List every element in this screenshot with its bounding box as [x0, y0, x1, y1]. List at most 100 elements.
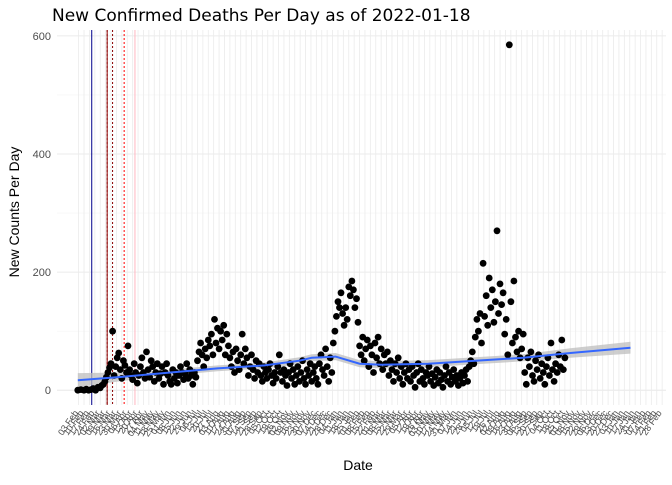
data-point	[495, 310, 502, 317]
data-point	[115, 349, 123, 357]
data-point	[206, 342, 214, 350]
data-point	[442, 363, 450, 370]
data-point	[470, 360, 478, 368]
confidence-band	[77, 341, 631, 388]
data-point	[502, 316, 510, 323]
data-point	[356, 342, 363, 350]
data-point	[504, 351, 512, 359]
data-point	[475, 327, 482, 335]
data-point	[559, 366, 567, 373]
data-point	[116, 366, 124, 373]
data-point	[425, 363, 433, 370]
y-axis-label: New Counts Per Day	[6, 147, 22, 278]
data-point	[240, 360, 248, 368]
data-point	[220, 321, 228, 329]
data-point	[279, 378, 286, 385]
data-point	[337, 289, 345, 297]
data-point	[167, 380, 175, 388]
data-point	[379, 366, 387, 373]
data-point	[357, 351, 365, 359]
data-point	[160, 380, 167, 388]
data-point	[484, 321, 492, 329]
data-point	[283, 382, 291, 389]
data-point	[200, 363, 208, 370]
data-point	[536, 375, 544, 382]
data-point	[265, 366, 272, 373]
data-point	[208, 330, 215, 338]
data-point	[521, 369, 529, 376]
data-point	[384, 348, 391, 356]
data-point	[407, 378, 414, 385]
data-point	[482, 292, 490, 300]
data-point	[507, 298, 515, 306]
data-point	[553, 369, 561, 376]
data-point	[539, 369, 547, 376]
data-point	[393, 369, 400, 376]
data-point	[509, 339, 516, 347]
data-point	[346, 292, 354, 300]
data-point	[541, 380, 549, 388]
data-point	[323, 363, 331, 370]
data-point	[303, 366, 311, 373]
data-point	[431, 373, 439, 381]
data-point	[533, 366, 541, 373]
data-point	[241, 345, 249, 353]
data-point	[526, 363, 533, 370]
data-point	[203, 354, 211, 362]
data-point	[461, 372, 468, 379]
data-point	[245, 372, 252, 379]
data-points	[74, 41, 569, 394]
data-point	[343, 316, 351, 323]
data-point	[411, 383, 419, 391]
data-point	[226, 354, 234, 362]
data-point	[297, 369, 305, 376]
data-point	[385, 372, 393, 379]
data-point	[238, 330, 246, 338]
data-point	[274, 363, 282, 370]
data-point	[328, 369, 336, 376]
data-point	[522, 380, 530, 388]
data-point	[322, 345, 329, 353]
data-point	[189, 380, 197, 388]
data-point	[394, 354, 402, 362]
data-point	[505, 41, 513, 49]
data-point	[485, 274, 493, 282]
data-point	[109, 327, 116, 335]
data-point	[348, 277, 356, 285]
data-point	[137, 363, 144, 370]
data-point	[421, 380, 428, 388]
data-point	[309, 369, 317, 376]
y-tick-label: 400	[33, 149, 51, 161]
data-point	[464, 378, 471, 385]
data-point	[547, 339, 555, 347]
data-point	[439, 383, 447, 391]
data-point	[468, 348, 476, 356]
data-point	[342, 304, 350, 311]
data-point	[558, 336, 566, 344]
data-point	[546, 372, 553, 379]
y-tick-label: 200	[33, 267, 51, 279]
data-point	[212, 339, 220, 347]
data-point	[211, 316, 218, 323]
data-point	[374, 333, 382, 341]
y-tick-label: 600	[33, 31, 51, 43]
confidence-band-area	[77, 341, 631, 388]
data-point	[294, 363, 302, 370]
data-point	[325, 378, 333, 385]
data-point	[479, 259, 487, 267]
data-point	[490, 318, 498, 326]
data-point	[336, 304, 343, 311]
data-point	[561, 354, 569, 362]
data-point	[340, 321, 348, 329]
data-point	[218, 336, 226, 344]
data-point	[316, 360, 323, 368]
data-point	[478, 339, 485, 347]
data-point	[498, 301, 505, 308]
data-point	[354, 318, 362, 326]
data-point	[192, 373, 200, 381]
data-point	[163, 360, 171, 368]
data-point	[334, 298, 342, 306]
data-point	[471, 333, 479, 341]
